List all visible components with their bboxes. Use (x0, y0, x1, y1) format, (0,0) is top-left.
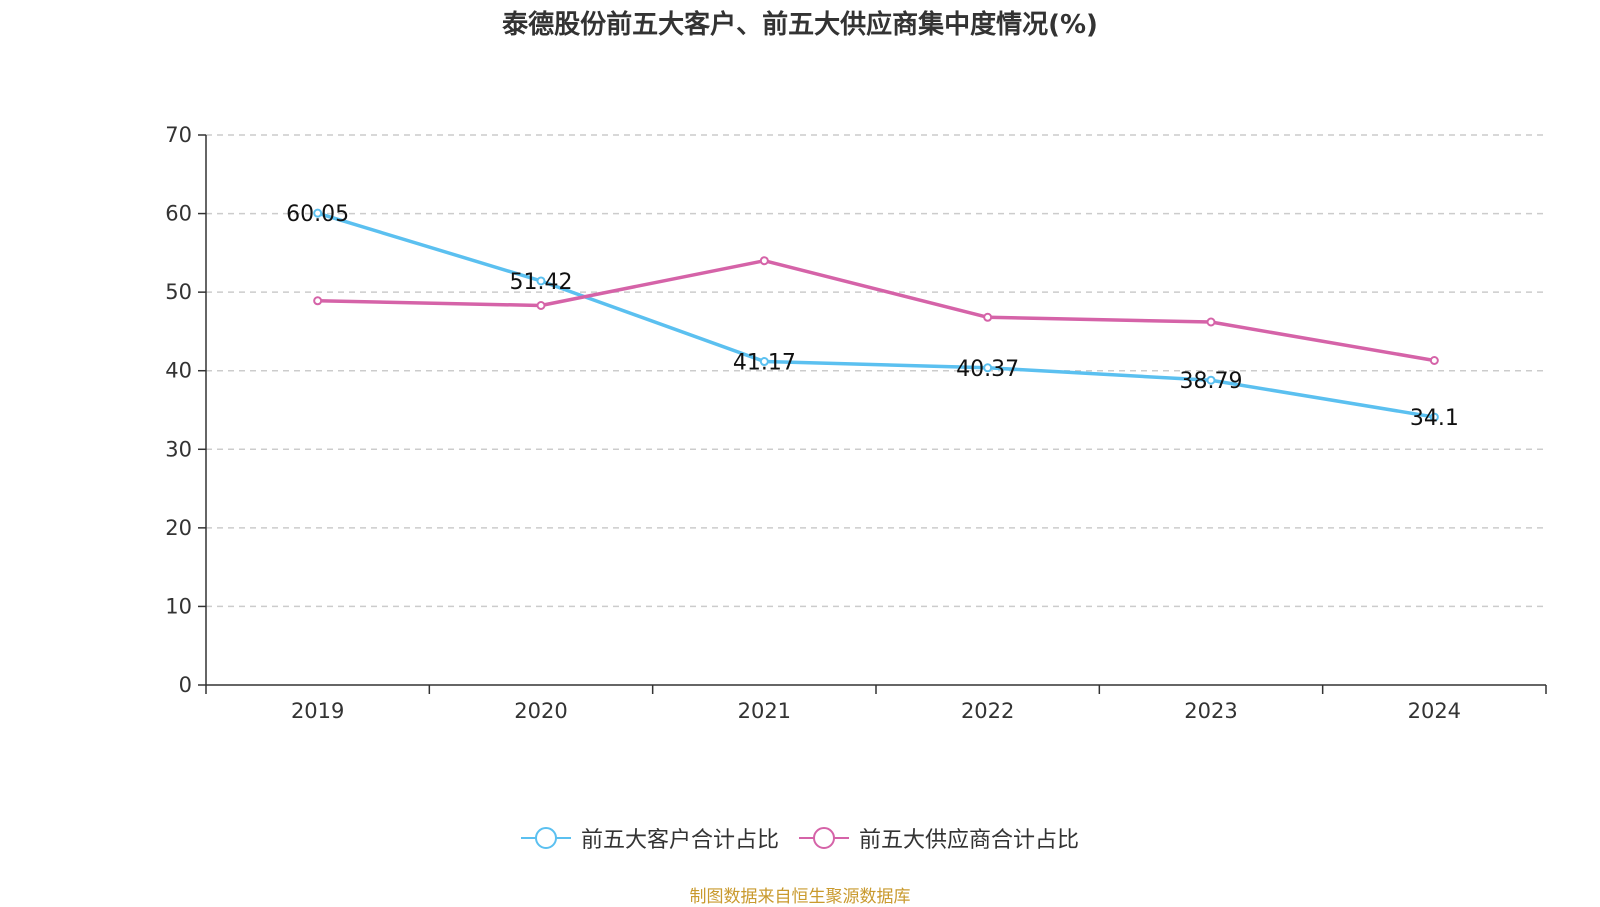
axis-layer: 0 10 20 30 40 50 60 70 2019 2020 2021 2022 2023 2024 (165, 123, 1547, 723)
data-point (1429, 412, 1439, 422)
data-point (1429, 356, 1439, 365)
y-tick-label: 70 (165, 123, 192, 147)
data-point (983, 312, 993, 322)
x-tick-label: 2022 (961, 699, 1014, 723)
data-point (313, 296, 323, 306)
legend-line-circle-icon (799, 826, 849, 850)
data-label: 41.17 (733, 351, 796, 376)
y-tick-label: 0 (179, 673, 192, 697)
data-point (1206, 375, 1216, 385)
chart-title: 泰德股份前五大客户、前五大供应商集中度情况(%) (502, 10, 1098, 40)
y-tick-label: 10 (165, 594, 192, 618)
data-label: 40.37 (956, 357, 1019, 382)
legend-line-circle-icon (520, 826, 571, 850)
data-point (536, 301, 546, 310)
data-point (759, 357, 769, 367)
x-tick-label: 2024 (1408, 699, 1461, 723)
series-line-1 (317, 258, 1435, 363)
legend-label-customers: 前五大客户合计占比 (580, 828, 779, 853)
data-source-note: 制图数据来自恒生聚源数据库 (689, 887, 911, 907)
data-label: 60.05 (286, 202, 349, 227)
legend-item-customers[interactable]: 前五大客户合计占比 (520, 822, 779, 854)
y-tick-label: 60 (165, 202, 192, 226)
data-label-layer: 60.05 51.42 41.17 40.37 38.79 34.1 (286, 202, 1459, 431)
series-line-0 (317, 211, 1435, 419)
data-label: 38.79 (1180, 369, 1243, 394)
legend-item-suppliers[interactable]: 前五大供应商合计占比 (799, 822, 1079, 854)
legend: 前五大客户合计占比 前五大供应商合计占比 (0, 822, 1600, 854)
y-tick-label: 30 (165, 437, 192, 461)
y-tick-label: 20 (165, 516, 192, 540)
x-tick-label: 2019 (291, 699, 344, 723)
data-label: 34.1 (1410, 406, 1459, 431)
x-tick-label: 2023 (1184, 699, 1237, 723)
y-tick-label: 50 (165, 280, 192, 304)
grid-layer (206, 134, 1546, 608)
data-point (759, 256, 769, 266)
series-layer (313, 208, 1439, 422)
data-label: 51.42 (510, 270, 573, 295)
x-tick-label: 2021 (738, 699, 791, 723)
data-point (1206, 317, 1216, 327)
data-point (983, 363, 993, 373)
data-point (313, 208, 323, 218)
x-tick-label: 2020 (514, 699, 567, 723)
data-point (536, 276, 546, 286)
legend-label-suppliers: 前五大供应商合计占比 (859, 828, 1080, 853)
y-tick-label: 40 (165, 359, 192, 383)
